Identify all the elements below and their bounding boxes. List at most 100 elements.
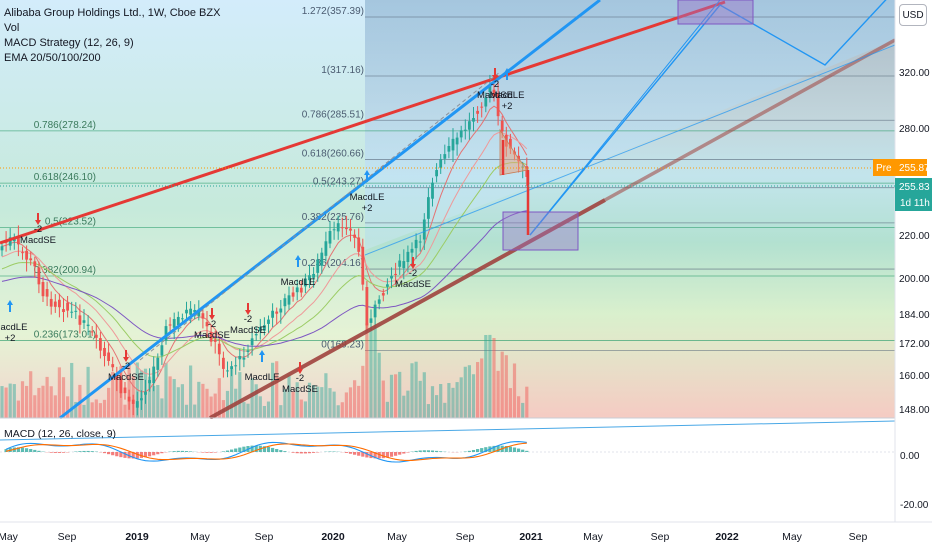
macd-hist-bar [266, 446, 271, 452]
macd-hist-bar [205, 452, 209, 453]
candle-body [160, 345, 164, 356]
macd-hist-bar [369, 452, 373, 459]
signal-label: MacdLE [490, 90, 525, 101]
legend-macd-strategy[interactable]: MACD Strategy (12, 26, 9) [4, 37, 134, 49]
channel-lower-projection[interactable] [604, 38, 896, 202]
volume-bar [435, 395, 439, 418]
signal-label: MacdLE [281, 277, 316, 288]
candle-body [131, 399, 135, 404]
volume-bar [414, 361, 418, 418]
sell-arrow-icon [492, 68, 498, 80]
candle-body [66, 302, 69, 311]
candle-body [472, 118, 475, 122]
macd-hist-bar [250, 445, 254, 452]
volume-bar [512, 363, 517, 418]
macd-tick-label: 0.00 [900, 451, 920, 462]
candle-body [357, 237, 361, 252]
time-tick-label: 2019 [125, 531, 149, 543]
candle-body [144, 391, 147, 395]
target-box-lower[interactable] [502, 211, 579, 251]
target-box-upper[interactable] [677, 0, 754, 25]
channel-blue-line[interactable] [59, 0, 601, 420]
volume-bar [443, 402, 447, 418]
volume-bar [328, 388, 332, 418]
volume-bar [152, 386, 156, 418]
channel-upper-red[interactable] [0, 0, 726, 245]
macd-lines [5, 441, 527, 463]
candle-body [250, 338, 254, 346]
sell-arrow-icon [410, 257, 416, 269]
chart-legend: Alibaba Group Holdings Ltd., 1W, Cboe BZ… [4, 6, 220, 66]
volume-bar [398, 371, 402, 418]
volume-bar [312, 385, 316, 418]
macd-hist-bar [406, 452, 410, 453]
sell-arrow-icon [245, 303, 251, 315]
candle-body [127, 396, 131, 402]
candle-body [111, 364, 115, 368]
fib-right-label: 0.236(204.16) [302, 258, 364, 269]
macd-histogram [4, 445, 529, 459]
bar-countdown: 1d 11h [900, 198, 930, 209]
macd-hist-bar [508, 446, 512, 452]
macd-legend[interactable]: MACD (12, 26, close, 9) [4, 428, 117, 440]
currency-button[interactable]: USD [899, 4, 927, 26]
volume-bar [287, 375, 291, 418]
macd-hist-bar [176, 450, 180, 452]
candle-body [148, 380, 151, 384]
legend-vol[interactable]: Vol [4, 22, 20, 34]
volume-bar [447, 383, 451, 418]
volume-bar [49, 386, 53, 418]
legend-title[interactable]: Alibaba Group Holdings Ltd., 1W, Cboe BZ… [4, 7, 221, 19]
signal-qty: -2 [244, 314, 252, 325]
volume-bar [250, 378, 254, 418]
macd-hist-bar [33, 449, 37, 452]
volume-bar [283, 389, 287, 418]
candle-body [258, 327, 262, 332]
signal-qty: -2 [491, 79, 499, 90]
volume-bar [307, 382, 312, 418]
macd-hist-bar [111, 452, 115, 456]
candle-body [447, 145, 451, 152]
channel-lower-brown[interactable] [209, 198, 606, 420]
candle-body [468, 121, 471, 130]
candle-body [119, 377, 123, 394]
candle-body [242, 357, 246, 360]
candle-body [492, 89, 496, 97]
signal-qty: -2 [34, 224, 42, 235]
candle-body [135, 401, 139, 408]
ema-lines [1, 105, 528, 393]
candle-body [94, 334, 98, 338]
candle-body [480, 106, 484, 108]
fib-right-label: 0.5(243.27) [313, 177, 364, 188]
volume-bar [0, 386, 4, 418]
volume-bar [344, 392, 348, 418]
volume-bar [107, 387, 111, 418]
candle-body [213, 339, 217, 342]
macd-hist-bar [172, 451, 176, 452]
candle-body [78, 315, 82, 325]
time-axis[interactable] [0, 522, 932, 550]
volume-bar [410, 363, 414, 418]
volume-bar [258, 396, 262, 418]
signal-qty: +2 [5, 333, 16, 344]
volume-bar [238, 372, 242, 418]
macd-hist-bar [414, 450, 418, 452]
volume-bar [480, 358, 484, 418]
volume-bar [353, 380, 357, 418]
legend-ema[interactable]: EMA 20/50/100/200 [4, 52, 101, 64]
candle-body [316, 259, 320, 273]
candle-body [172, 319, 176, 328]
price-axis[interactable] [895, 0, 932, 522]
volume-bar [488, 334, 492, 418]
candle-body [308, 275, 311, 281]
macd-hist-bar [492, 445, 496, 452]
signal-label: MacdSE [477, 90, 513, 101]
macd-hist-bar [20, 447, 25, 452]
sell-arrow-icon [297, 362, 303, 374]
candle-body [320, 252, 324, 266]
macd-hist-bar [82, 450, 86, 452]
volume-bar [402, 395, 406, 418]
price-tick-label: 320.00 [899, 68, 930, 79]
